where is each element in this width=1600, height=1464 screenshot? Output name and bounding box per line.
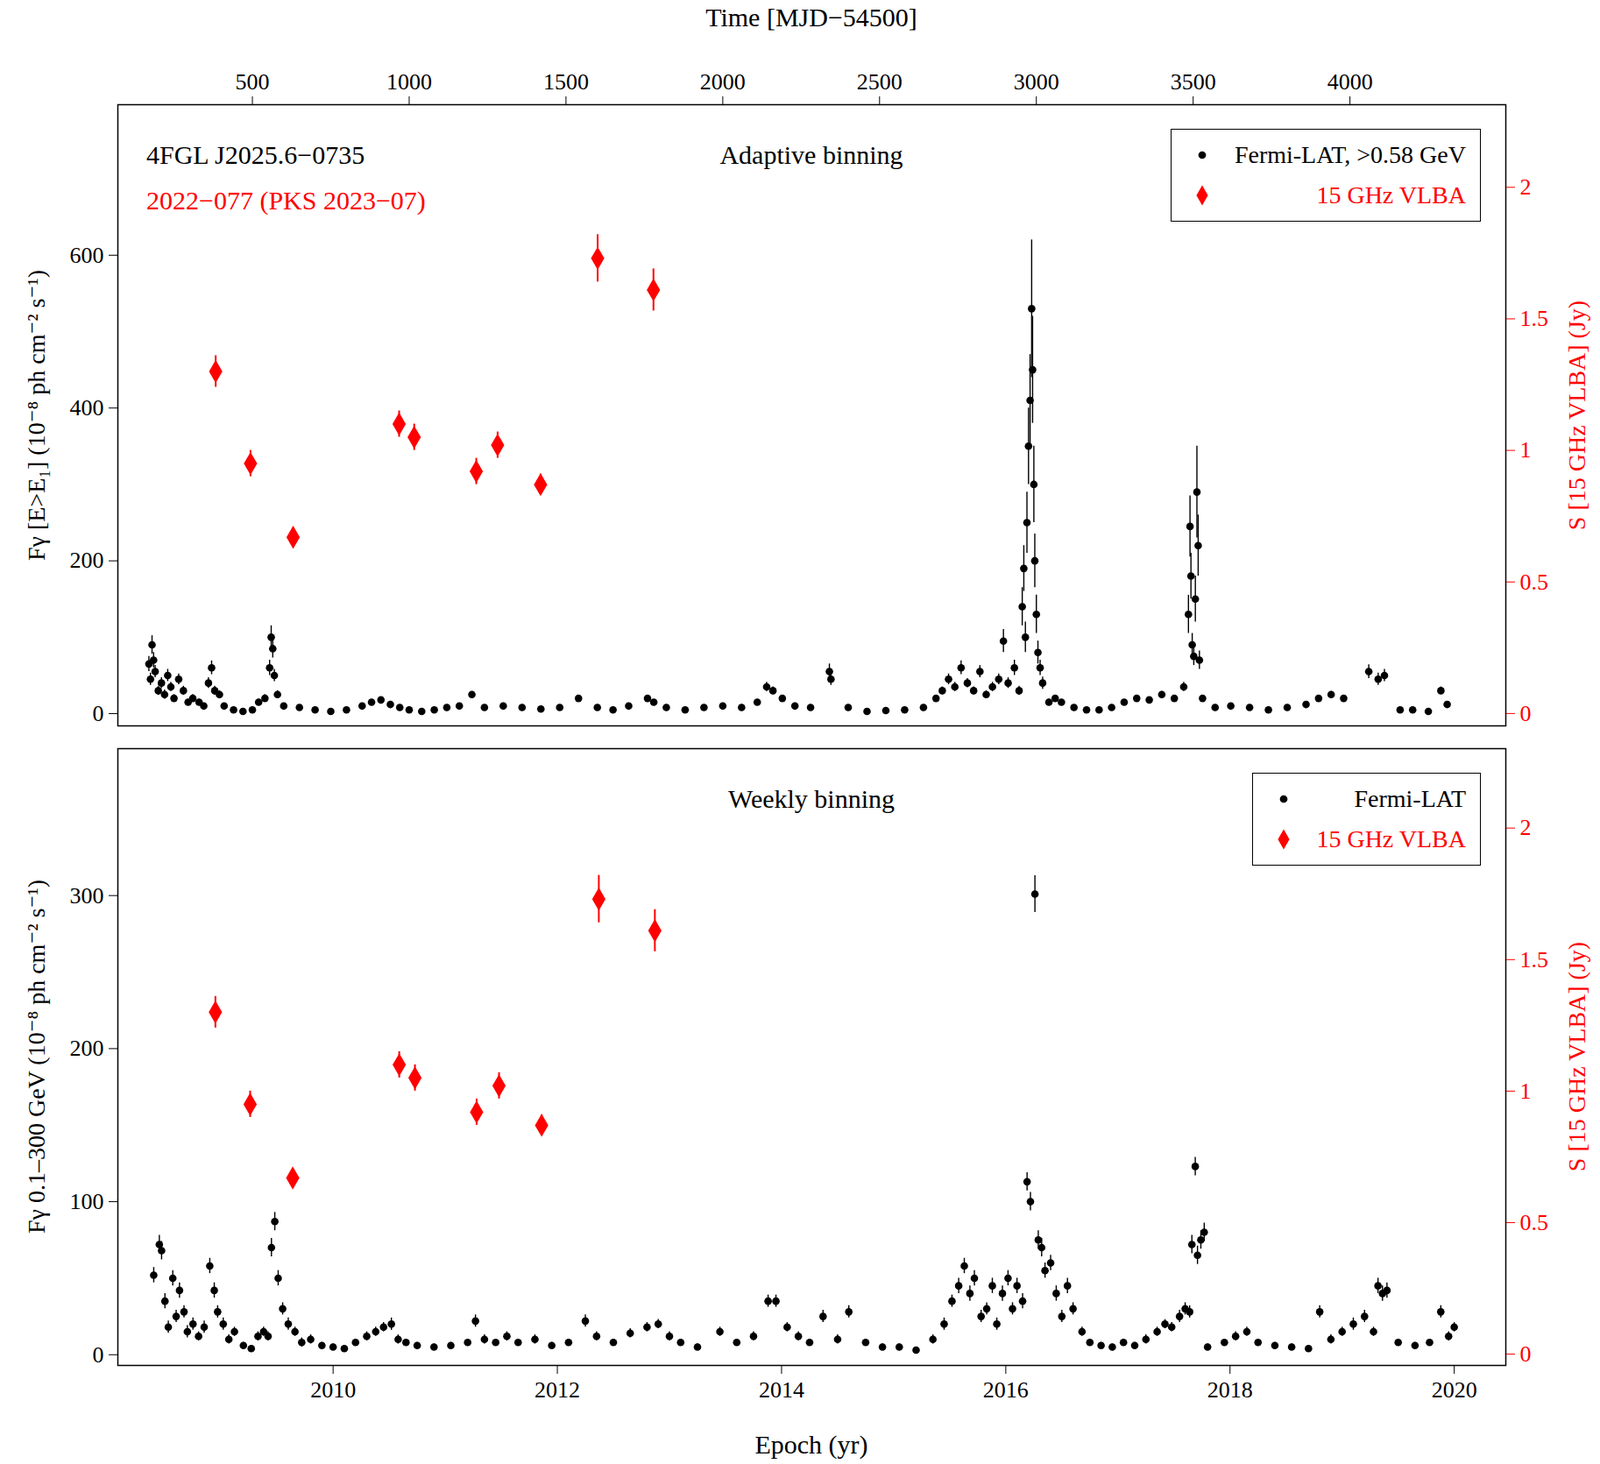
svg-text:0.5: 0.5: [1520, 569, 1550, 595]
svg-text:2014: 2014: [758, 1377, 805, 1403]
svg-text:200: 200: [70, 1035, 105, 1062]
svg-text:2000: 2000: [700, 69, 746, 95]
html-text:Fermi-LAT, >0.58 GeV: Fermi-LAT, >0.58 GeV: [1234, 141, 1466, 169]
svg-text:100: 100: [70, 1189, 105, 1215]
html-text:Weekly binning: Weekly binning: [728, 784, 895, 814]
svg-text:0: 0: [92, 700, 105, 727]
svg-text:600: 600: [70, 242, 105, 269]
svg-text:1: 1: [1520, 437, 1532, 463]
svg-text:2: 2: [1520, 814, 1532, 841]
svg-text:1000: 1000: [386, 69, 432, 95]
svg-text:1.5: 1.5: [1520, 305, 1550, 332]
svg-text:3500: 3500: [1170, 69, 1217, 95]
html-text:15 GHz VLBA: 15 GHz VLBA: [1316, 181, 1466, 209]
html-text:Fγ [E>E₁] (10⁻⁸ ph cm⁻² s⁻¹): Fγ [E>E₁] (10⁻⁸ ph cm⁻² s⁻¹): [22, 269, 50, 561]
html-text:S [15 GHz VLBA] (Jy): S [15 GHz VLBA] (Jy): [1563, 941, 1591, 1172]
svg-text:2016: 2016: [983, 1377, 1029, 1403]
svg-text:3000: 3000: [1013, 69, 1060, 95]
html-text:Time [MJD−54500]: Time [MJD−54500]: [705, 2, 918, 32]
svg-text:300: 300: [70, 883, 105, 909]
html-text:S [15 GHz VLBA] (Jy): S [15 GHz VLBA] (Jy): [1563, 299, 1591, 530]
html-text:15 GHz VLBA: 15 GHz VLBA: [1316, 825, 1466, 853]
html-text:2022−077 (PKS 2023−07): 2022−077 (PKS 2023−07): [146, 185, 426, 215]
svg-text:200: 200: [70, 547, 105, 574]
svg-text:2012: 2012: [534, 1377, 581, 1403]
svg-text:400: 400: [70, 395, 105, 421]
svg-text:2020: 2020: [1431, 1377, 1478, 1403]
svg-text:1500: 1500: [543, 69, 589, 95]
svg-text:0: 0: [1520, 700, 1532, 727]
svg-text:0: 0: [1520, 1341, 1532, 1367]
html-text:Fermi-LAT: Fermi-LAT: [1354, 785, 1466, 813]
svg-text:2010: 2010: [310, 1377, 356, 1403]
svg-text:0: 0: [92, 1342, 105, 1368]
html-text:Fγ 0.1–300 GeV (10⁻⁸ ph cm⁻² s: Fγ 0.1–300 GeV (10⁻⁸ ph cm⁻² s⁻¹): [22, 879, 50, 1234]
svg-text:2500: 2500: [856, 69, 903, 95]
svg-text:0.5: 0.5: [1520, 1210, 1550, 1236]
svg-text:1.5: 1.5: [1520, 947, 1550, 973]
html-text:Adaptive binning: Adaptive binning: [719, 140, 904, 170]
svg-text:2018: 2018: [1207, 1377, 1254, 1403]
html-text:4FGL J2025.6−0735: 4FGL J2025.6−0735: [146, 140, 365, 170]
svg-text:4000: 4000: [1327, 69, 1374, 95]
html-text:Epoch (yr): Epoch (yr): [754, 1430, 868, 1459]
svg-text:500: 500: [235, 69, 270, 95]
svg-text:2: 2: [1520, 174, 1532, 200]
svg-text:1: 1: [1520, 1078, 1532, 1105]
